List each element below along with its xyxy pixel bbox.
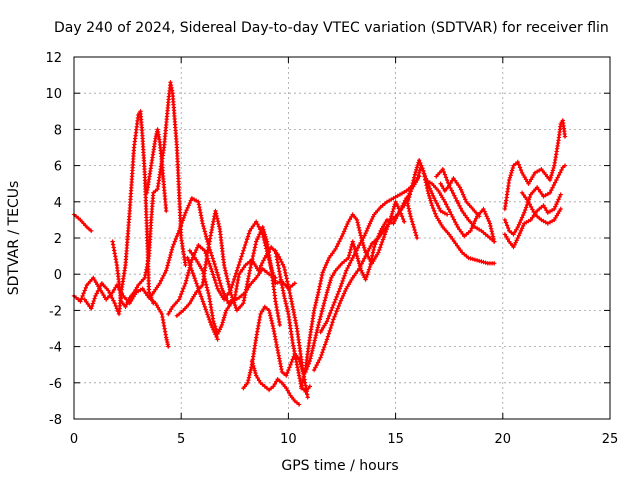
data-point-markers [502,192,563,250]
data-point-markers [318,174,422,335]
x-tick-label: 0 [70,432,78,447]
series-track-22 [502,118,568,212]
y-tick-label: -8 [49,413,62,428]
data-point-markers [299,199,407,391]
y-tick-label: -4 [49,341,62,356]
data-point-markers [406,158,497,266]
y-tick-label: 10 [45,87,62,102]
data-point-markers [311,163,450,373]
series-track-4 [110,80,188,309]
data-series [71,80,568,407]
series-track-17 [318,174,422,335]
data-point-markers [519,190,563,226]
data-point-markers [502,118,568,212]
y-tick-label: -6 [49,377,62,392]
x-tick-label: 5 [177,432,185,447]
x-tick-label: 10 [280,432,297,447]
series-line [304,197,419,374]
series-track-20 [434,167,497,244]
series-track-15 [303,196,420,375]
y-tick-label: 2 [54,232,62,247]
series-track-24 [502,192,563,250]
data-point-markers [249,358,302,407]
data-point-markers [149,196,310,400]
x-tick-label: 25 [602,432,619,447]
y-tick-label: 4 [54,196,62,211]
y-tick-label: 12 [45,51,62,66]
y-tick-label: 0 [54,268,62,283]
series-track-10 [185,255,220,342]
grid-lines [74,57,610,419]
series-track-25 [519,190,563,226]
y-tick-labels: -8 -6 -4 -2 0 2 4 6 8 10 12 [45,51,62,428]
x-tick-label: 15 [387,432,404,447]
series-track-5 [144,127,169,214]
data-point-markers [185,255,220,342]
series-track-18 [406,158,497,266]
y-tick-label: -2 [49,304,62,319]
data-point-markers [82,109,156,317]
series-line [250,359,301,406]
data-point-markers [434,167,497,244]
x-tick-labels: 0 5 10 15 20 25 [70,432,618,447]
y-axis-label: SDTVAR / TECUs [6,181,22,296]
chart-title: Day 240 of 2024, Sidereal Day-to-day VTE… [54,20,609,36]
x-tick-label: 20 [495,432,512,447]
data-point-markers [187,248,278,337]
series-line [503,164,567,236]
series-track-3 [82,109,156,317]
data-point-markers [110,80,188,309]
series-track-21 [438,176,482,219]
series-track-13 [273,248,312,395]
series-track-14 [299,199,407,391]
x-axis-label: GPS time / hours [281,458,398,474]
series-track-1 [71,212,94,233]
data-point-markers [144,127,169,214]
axis-ticks [73,56,611,420]
series-track-12 [249,358,302,407]
y-tick-label: 6 [54,160,62,175]
y-tick-label: 8 [54,123,62,138]
series-track-9 [187,248,278,337]
data-point-markers [438,176,482,219]
